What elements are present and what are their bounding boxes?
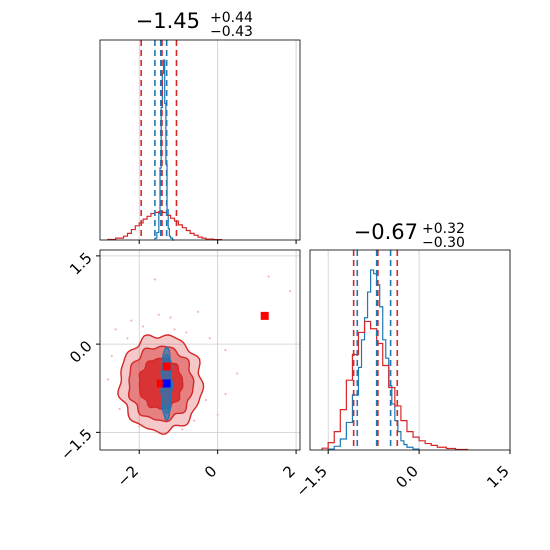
tl-hist-red-1 xyxy=(107,210,223,241)
bl-xtick-label-1: 0 xyxy=(201,462,220,481)
bl-scatter-point-10 xyxy=(204,398,207,402)
tl-frame xyxy=(99,39,301,241)
tl-title-value: −1.45 xyxy=(136,9,200,33)
bl-grid xyxy=(100,250,300,450)
tl-histogram-series xyxy=(107,59,223,241)
bl-scatter-point-9 xyxy=(118,407,121,410)
bl-scatter-point-3 xyxy=(157,313,160,316)
bl-truth-marker-3 xyxy=(162,379,171,388)
bl-frame xyxy=(99,249,301,451)
bl-ytick-label-2: 1.5 xyxy=(66,249,96,279)
br-grid xyxy=(327,250,511,450)
bl-scatter-point-23 xyxy=(236,372,239,375)
br-quantile-lines xyxy=(352,250,399,450)
bl-scatter-point-6 xyxy=(173,328,176,331)
bl-ytick-label-1: 0.0 xyxy=(66,337,96,367)
bl-scatter-point-11 xyxy=(224,393,227,396)
bl-scatter-point-15 xyxy=(169,316,172,319)
bl-scatter-point-14 xyxy=(142,325,145,328)
bl-scatter-point-17 xyxy=(216,413,219,416)
bl-scatter-point-2 xyxy=(196,310,200,313)
bl-ytick-label-0: −1.5 xyxy=(57,425,95,463)
tl-title-plus: +0.44 xyxy=(210,10,253,26)
bl-ticks xyxy=(96,255,297,454)
tl-ticks xyxy=(138,240,297,244)
bl-scatter-point-7 xyxy=(224,348,227,352)
bl-scatter-point-22 xyxy=(114,328,117,331)
bl-scatter-point-13 xyxy=(193,419,196,422)
tl-hist-blue-0 xyxy=(154,59,175,241)
bl-truth-marker-0 xyxy=(260,311,269,320)
bl-scatter-point-12 xyxy=(126,337,129,340)
br-title-plus: +0.32 xyxy=(422,221,465,237)
bl-xtick-label-0: −2 xyxy=(114,462,142,490)
bl-scatter-point-8 xyxy=(110,354,113,357)
bl-scatter-point-19 xyxy=(181,428,184,431)
bl-x-tick-labels: −2 0 2 xyxy=(114,462,299,490)
br-hist-blue-0 xyxy=(327,269,420,450)
br-title-value: −0.67 xyxy=(354,220,418,244)
bottom-left-2d-panel: −2 0 2 −1.5 0.0 1.5 xyxy=(57,249,301,490)
br-xtick-label-1: 0.0 xyxy=(392,462,422,492)
bl-scatter-point-1 xyxy=(289,290,292,293)
bl-xtick-label-2: 2 xyxy=(279,462,298,481)
top-left-histogram-panel: −1.45 +0.44 −0.43 xyxy=(99,9,301,244)
br-frame xyxy=(309,249,511,451)
tl-quantile-lines xyxy=(140,40,178,240)
tl-title-minus: −0.43 xyxy=(210,24,253,40)
br-title-minus: −0.30 xyxy=(422,235,465,251)
bl-truth-marker-1 xyxy=(162,362,171,371)
bl-truth-markers xyxy=(156,311,269,388)
br-ticks xyxy=(327,450,511,454)
br-hist-red-1 xyxy=(321,320,469,451)
bl-scatter-point-0 xyxy=(267,275,270,278)
br-histogram-series xyxy=(321,269,469,451)
bl-y-tick-labels: −1.5 0.0 1.5 xyxy=(57,249,95,464)
bl-scatter-point-18 xyxy=(153,278,157,281)
tl-grid xyxy=(138,40,297,240)
bottom-right-histogram-panel: −1.5 0.0 1.5 −0.67 +0.32 −0.30 xyxy=(293,220,513,501)
bl-scatter-point-21 xyxy=(208,337,211,340)
bl-scatter-point-4 xyxy=(130,319,133,322)
bl-truth-marker-2 xyxy=(156,379,165,388)
bl-scatter-point-5 xyxy=(185,331,188,334)
br-xtick-label-2: 1.5 xyxy=(483,462,513,492)
bl-scatter-points xyxy=(106,275,292,431)
bl-scatter-point-20 xyxy=(138,425,141,428)
bl-scatter-point-16 xyxy=(106,378,109,381)
br-tick-labels: −1.5 0.0 1.5 xyxy=(293,462,513,500)
br-xtick-label-0: −1.5 xyxy=(293,462,331,500)
